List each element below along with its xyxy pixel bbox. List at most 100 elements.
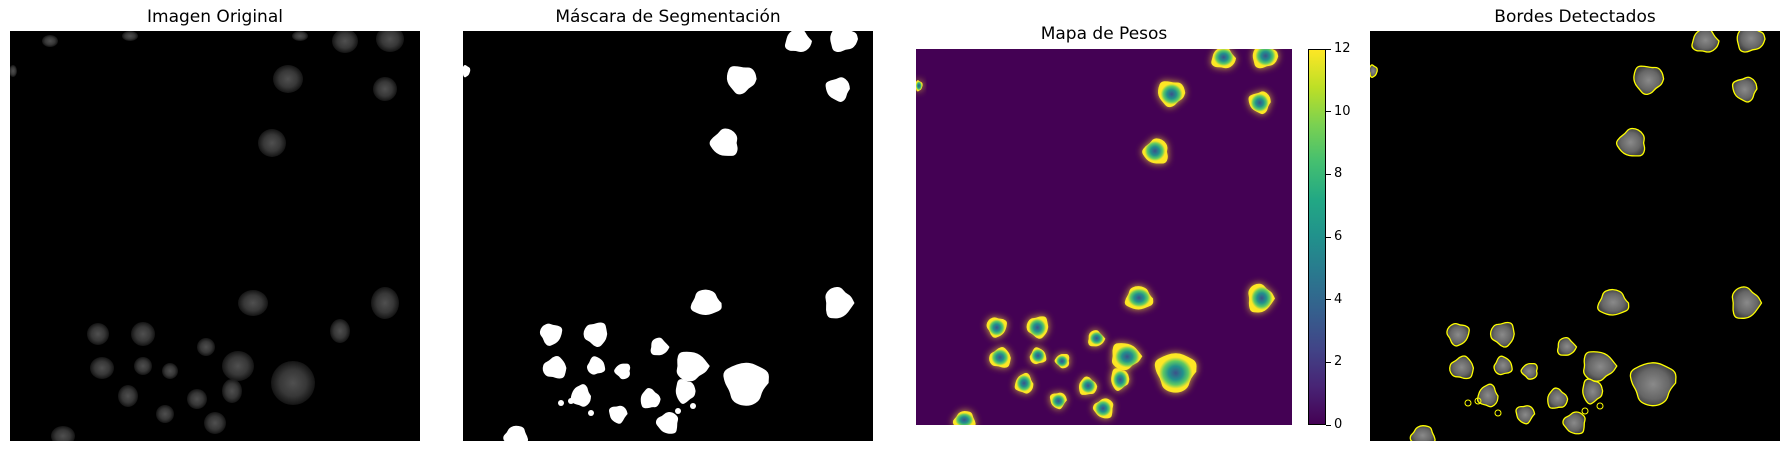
edge-dot bbox=[1581, 407, 1589, 415]
segmentation-mask-image bbox=[463, 31, 873, 441]
weight-region bbox=[1248, 283, 1276, 313]
mask-region bbox=[583, 322, 608, 348]
mask-region bbox=[830, 31, 858, 52]
weight-region bbox=[1111, 343, 1143, 371]
mask-region bbox=[640, 388, 661, 409]
mask-region bbox=[675, 379, 696, 404]
edge-dot bbox=[1494, 409, 1502, 417]
colorbar-tick-label: 12 bbox=[1334, 41, 1351, 56]
weight-region bbox=[1088, 330, 1106, 347]
nucleus bbox=[197, 338, 215, 356]
mask-dot bbox=[675, 408, 681, 414]
weight-region bbox=[1252, 49, 1279, 69]
nucleus bbox=[373, 77, 397, 101]
panel-title-mask: Máscara de Segmentación bbox=[555, 7, 781, 27]
edge-contour bbox=[1731, 286, 1763, 319]
colorbar-tick-label: 2 bbox=[1334, 354, 1343, 370]
nucleus bbox=[222, 351, 254, 381]
mask-dot bbox=[588, 410, 594, 416]
colorbar-tick-mark bbox=[1326, 48, 1331, 50]
mask-region bbox=[784, 31, 812, 52]
edge-contour bbox=[1547, 387, 1569, 409]
weight-map-image bbox=[916, 49, 1292, 425]
edge-contour bbox=[1476, 383, 1499, 408]
mask-dot bbox=[568, 398, 574, 404]
edge-contour bbox=[1515, 405, 1536, 425]
nucleus bbox=[330, 319, 350, 343]
edge-nucleus bbox=[1691, 31, 1719, 52]
mask-region bbox=[614, 363, 631, 380]
nucleus bbox=[131, 322, 155, 346]
edge-nucleus bbox=[1616, 128, 1645, 156]
edge-contour bbox=[1582, 378, 1604, 405]
weight-region bbox=[989, 347, 1011, 368]
nucleus bbox=[204, 412, 226, 434]
edge-contour bbox=[1691, 31, 1720, 53]
nucleus bbox=[122, 31, 138, 41]
nucleus bbox=[258, 129, 286, 157]
edge-contour bbox=[1731, 76, 1758, 103]
nucleus bbox=[371, 287, 399, 319]
colorbar-tick-mark bbox=[1326, 361, 1331, 363]
edge-nucleus bbox=[1732, 286, 1762, 319]
mask-region bbox=[570, 384, 591, 407]
panel-original: Imagen Original bbox=[0, 0, 430, 453]
panel-title-weights: Mapa de Pesos bbox=[1040, 24, 1168, 44]
colorbar-tick-mark bbox=[1326, 299, 1331, 301]
nucleus bbox=[238, 290, 268, 316]
edge-nucleus bbox=[1494, 356, 1513, 375]
edges-image bbox=[1370, 31, 1780, 441]
nucleus bbox=[87, 323, 109, 345]
panel-weights: Mapa de Pesos bbox=[906, 0, 1356, 453]
nucleus bbox=[187, 389, 207, 409]
edge-contour bbox=[1736, 31, 1766, 53]
mask-region bbox=[709, 128, 738, 156]
mask-region bbox=[608, 405, 628, 424]
nucleus bbox=[292, 31, 308, 41]
edge-nucleus bbox=[1410, 425, 1436, 441]
weight-region bbox=[916, 80, 923, 92]
weight-region bbox=[1111, 368, 1130, 392]
edge-nucleus bbox=[1597, 289, 1629, 316]
edge-contour bbox=[1370, 64, 1378, 78]
edge-nucleus bbox=[1633, 66, 1664, 95]
colorbar-tick-mark bbox=[1326, 111, 1331, 113]
mask-region bbox=[650, 337, 670, 356]
mask-region bbox=[726, 66, 757, 95]
mask-region bbox=[676, 351, 710, 382]
edge-nucleus bbox=[1562, 411, 1586, 434]
mask-region bbox=[542, 355, 567, 379]
nucleus bbox=[271, 361, 315, 405]
nucleus bbox=[162, 363, 178, 379]
weight-region bbox=[1014, 372, 1034, 394]
weight-region bbox=[1154, 353, 1197, 393]
edge-nucleus bbox=[1446, 323, 1470, 346]
edge-contour bbox=[1489, 321, 1515, 348]
edge-nucleus bbox=[1583, 351, 1617, 382]
mask-region bbox=[539, 323, 563, 346]
edge-contour bbox=[1520, 362, 1538, 380]
edge-contour bbox=[1615, 127, 1646, 157]
weight-region bbox=[1211, 49, 1237, 69]
edge-contour bbox=[1597, 288, 1630, 316]
edge-contour bbox=[1446, 322, 1470, 347]
weight-region bbox=[1078, 376, 1098, 395]
edge-contour bbox=[1449, 355, 1475, 380]
colorbar-tick-mark bbox=[1326, 236, 1331, 238]
edge-contour bbox=[1633, 65, 1665, 96]
weight-region bbox=[986, 317, 1007, 338]
mask-region bbox=[690, 289, 722, 316]
weight-region bbox=[1248, 91, 1271, 115]
weight-region bbox=[1142, 138, 1168, 164]
edge-nucleus bbox=[1737, 31, 1765, 52]
nucleus bbox=[51, 426, 75, 441]
nucleus bbox=[10, 65, 17, 77]
weight-region bbox=[1054, 354, 1070, 369]
mask-region bbox=[587, 356, 606, 375]
nucleus bbox=[42, 35, 58, 47]
edge-contour bbox=[1493, 355, 1513, 376]
weight-region bbox=[952, 410, 976, 425]
weight-region bbox=[1049, 392, 1067, 410]
colorbar-tick-label: 8 bbox=[1334, 166, 1343, 182]
panel-title-edges: Bordes Detectados bbox=[1494, 7, 1656, 27]
